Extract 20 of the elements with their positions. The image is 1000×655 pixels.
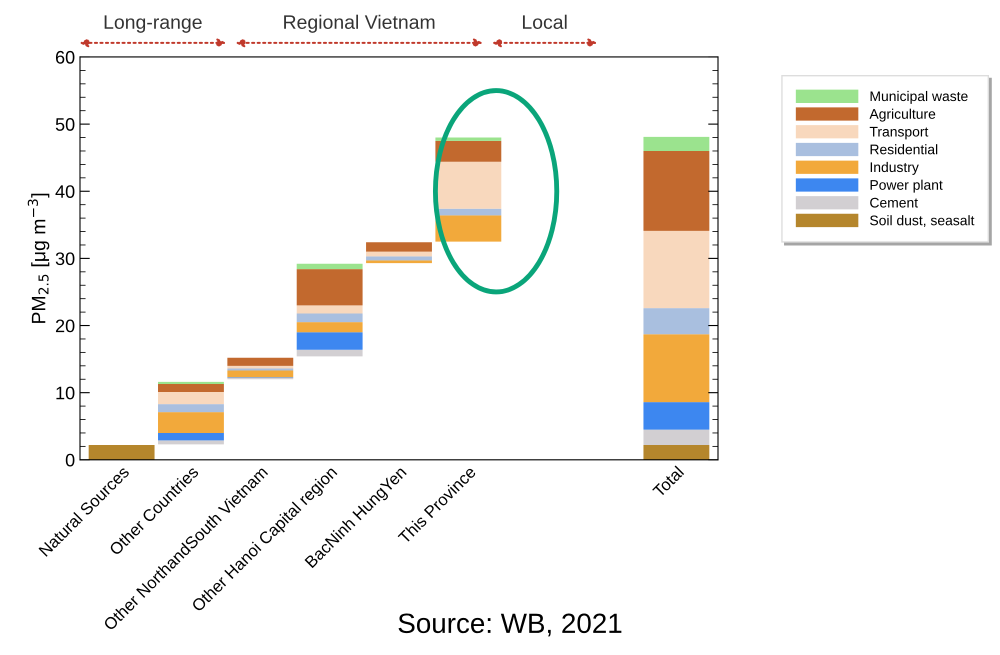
legend-label: Transport xyxy=(870,126,928,140)
y-tick-label: 50 xyxy=(56,118,74,131)
legend-label: Agriculture xyxy=(869,108,936,122)
y-tick-label: 20 xyxy=(56,319,74,332)
y-tick-label: 30 xyxy=(56,252,74,266)
y-tick-label: 60 xyxy=(56,50,74,64)
y-tick-label: 10 xyxy=(56,386,74,400)
y-axis-title: PM$_{2.5}$ [μg m$^{−3}$] xyxy=(28,194,50,323)
y-tick-label: 40 xyxy=(55,185,74,198)
legend-label: Residential xyxy=(870,144,938,154)
legend-label: Municipal waste xyxy=(870,90,968,104)
text: Regional Vietnam xyxy=(284,14,434,33)
legend-label: Industry xyxy=(870,162,919,175)
text: Local xyxy=(522,14,567,29)
legend-label: Power plant xyxy=(870,180,943,193)
legend-label: Soil dust, seasalt xyxy=(870,215,974,227)
source-note: Source: WB, 2021 xyxy=(398,613,622,636)
text: Long-range xyxy=(104,15,202,33)
y-tick-label: 0 xyxy=(66,454,74,467)
legend-label: Cement xyxy=(870,198,918,208)
